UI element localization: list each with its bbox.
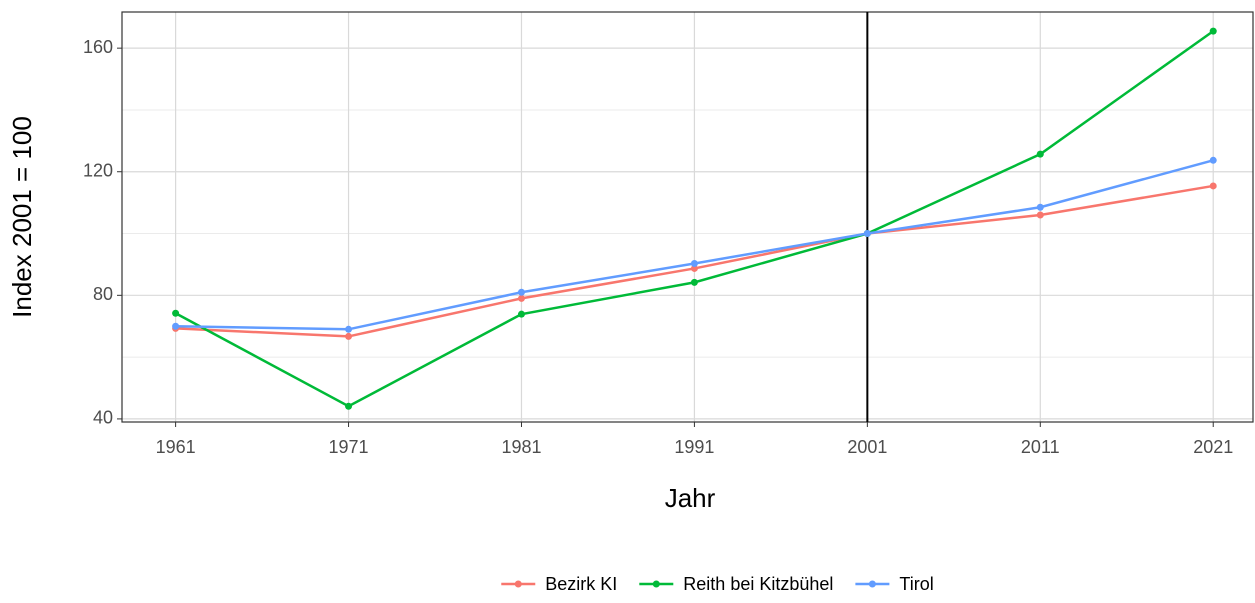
legend-point [652, 580, 660, 588]
legend-point [868, 580, 876, 588]
data-point [1036, 203, 1044, 211]
panel-border [121, 11, 1254, 423]
x-tick-label: 2001 [847, 437, 887, 457]
x-tick-label: 1971 [329, 437, 369, 457]
x-tick-label: 1981 [501, 437, 541, 457]
legend: Bezirk KI Reith bei Kitzbühel Tirol [501, 574, 934, 594]
data-point [172, 309, 180, 317]
x-tick-label: 2021 [1193, 437, 1233, 457]
legend-label: Reith bei Kitzbühel [683, 574, 833, 594]
data-point [863, 230, 871, 238]
legend-item: Tirol [855, 574, 934, 594]
data-point [517, 310, 525, 318]
data-point [1209, 182, 1217, 190]
x-tick-label: 1991 [674, 437, 714, 457]
legend-label: Tirol [899, 574, 933, 594]
data-point [690, 278, 698, 286]
x-axis-label: Jahr [665, 483, 716, 513]
data-point [345, 325, 353, 333]
data-point [690, 264, 698, 272]
data-point [690, 259, 698, 267]
data-point [1036, 211, 1044, 219]
x-tick-label: 1961 [156, 437, 196, 457]
data-point [345, 332, 353, 340]
legend-item: Bezirk KI [501, 574, 617, 594]
data-point [1209, 27, 1217, 35]
legend-label: Bezirk KI [545, 574, 617, 594]
y-tick-label: 160 [83, 37, 113, 57]
y-tick-label: 120 [83, 160, 113, 180]
data-point [1036, 150, 1044, 158]
data-point [517, 288, 525, 296]
x-tick-label: 2011 [1021, 437, 1060, 457]
legend-point [514, 580, 522, 588]
data-point [517, 294, 525, 302]
y-tick-label: 80 [93, 284, 113, 304]
y-tick-label: 40 [93, 408, 113, 428]
legend-item: Reith bei Kitzbühel [639, 574, 833, 594]
data-point [345, 402, 353, 410]
data-point [172, 322, 180, 330]
y-axis-label: Index 2001 = 100 [7, 116, 37, 318]
data-point [1209, 156, 1217, 164]
